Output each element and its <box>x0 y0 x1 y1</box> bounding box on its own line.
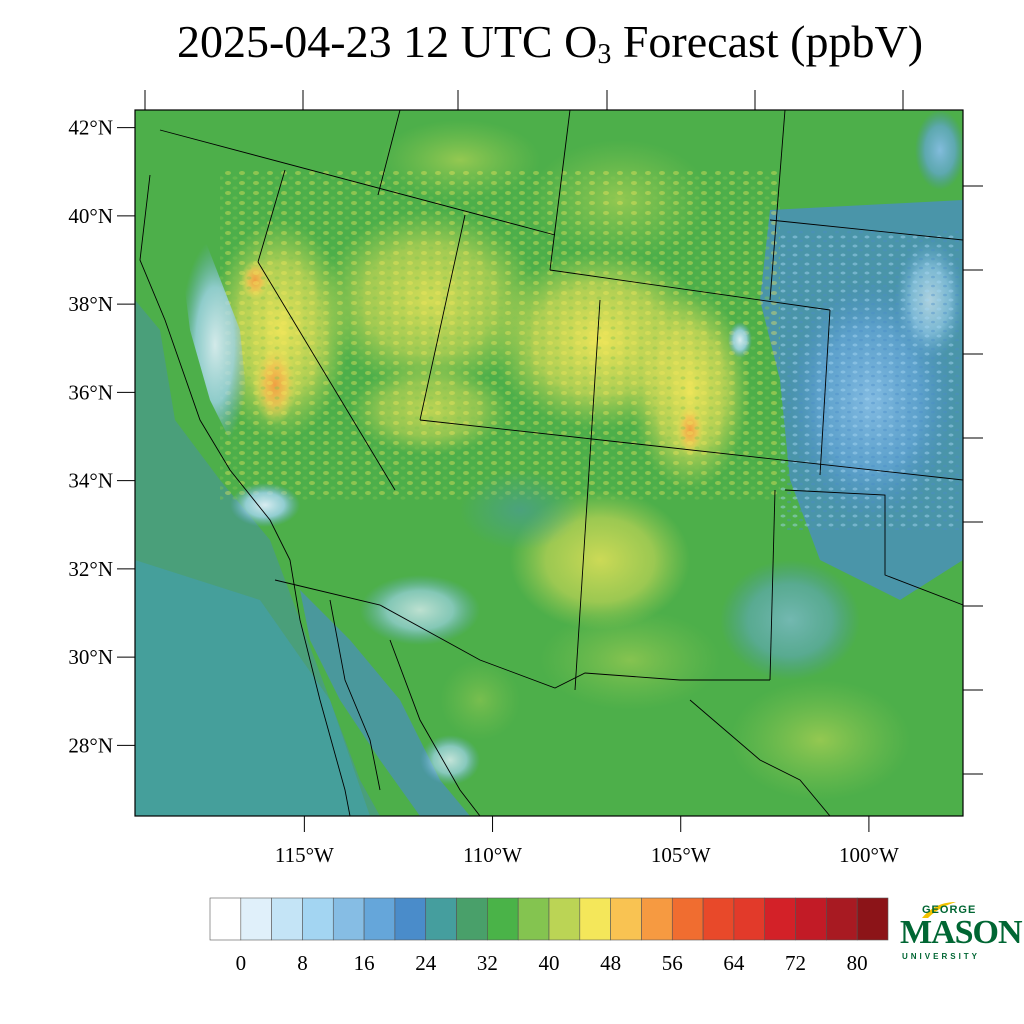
ca-nv-border <box>257 261 396 491</box>
lat-tick-label-6: 30°N <box>68 645 113 669</box>
lat-tick-label-4: 34°N <box>68 469 113 493</box>
baja-east <box>329 599 381 791</box>
colorbar-box-4 <box>332 897 365 941</box>
sonora-coast <box>389 639 481 816</box>
logo-mason: MASON <box>900 914 1023 951</box>
colorbar-box-0 <box>209 897 242 941</box>
or-id-line <box>257 169 286 263</box>
colorbar-box-19 <box>795 897 827 941</box>
colorbar-box-13 <box>610 897 642 941</box>
logo-swoosh-icon <box>922 902 956 918</box>
title-subscript: 3 <box>597 39 612 70</box>
colorbar-boxes <box>209 897 889 941</box>
colorbar-label-0: 0 <box>236 951 247 975</box>
colorbar-box-21 <box>856 897 889 941</box>
colorbar-box-14 <box>641 897 673 941</box>
nv-north-border <box>159 129 556 236</box>
colorbar-labels: 0 8 16 24 32 40 48 56 64 72 80 <box>236 951 868 975</box>
texas-blue <box>720 560 860 680</box>
latitude-ticks: 42°N 40°N 38°N 36°N 34°N 32°N 30°N 28°N <box>68 116 983 775</box>
chihuahua-lime <box>540 610 720 710</box>
nm-teal <box>460 470 580 550</box>
wa-blue <box>915 110 963 190</box>
lat-tick-label-7: 28°N <box>68 733 113 757</box>
riogrande-lightblue <box>728 322 752 358</box>
colorbar-box-16 <box>702 897 735 941</box>
sonora-lightblue <box>360 575 480 645</box>
boundaries <box>139 110 963 816</box>
colorbar-box-7 <box>425 897 457 941</box>
tx-nm <box>769 489 776 681</box>
speckle-west <box>220 170 780 500</box>
mt-line <box>769 110 786 301</box>
mexico-lightblue <box>420 735 480 785</box>
colorbar-box-15 <box>671 897 704 941</box>
map-frame <box>134 109 964 817</box>
wy-east <box>549 110 571 271</box>
ca-coast <box>139 174 351 816</box>
colorbar-box-20 <box>826 897 858 941</box>
colorbar-box-8 <box>456 897 488 941</box>
lon-tick-label-1: 110°W <box>463 843 522 867</box>
colorbar-box-10 <box>517 897 550 941</box>
tx-gulf <box>689 699 831 816</box>
lat-tick-label-0: 42°N <box>68 116 113 140</box>
lon-tick-label-0: 115°W <box>275 843 334 867</box>
ok-panhandle <box>784 489 963 606</box>
logo-george: GEORGE <box>922 904 977 916</box>
colorbar-box-12 <box>579 897 611 941</box>
colorbar-box-1 <box>240 897 272 941</box>
colorbar-label-1: 8 <box>297 951 308 975</box>
colorbar-label-5: 40 <box>539 951 560 975</box>
colorbar-box-3 <box>302 897 334 941</box>
lat-tick-label-3: 36°N <box>68 380 113 404</box>
ut-west <box>419 214 466 421</box>
socal-lightblue <box>230 483 300 527</box>
lat-tick-label-5: 32°N <box>68 557 113 581</box>
colorbar-box-18 <box>764 897 796 941</box>
speckle-plains <box>780 230 960 530</box>
ocean-teal-south <box>135 560 370 816</box>
lon-tick-label-3: 100°W <box>839 843 899 867</box>
co-top <box>549 269 831 311</box>
colorbar-label-8: 64 <box>723 951 745 975</box>
ks-ok <box>419 419 963 481</box>
colorbar-label-2: 16 <box>354 951 375 975</box>
colorbar-label-9: 72 <box>785 951 806 975</box>
lat-tick-label-2: 38°N <box>68 292 113 316</box>
colorbar-box-5 <box>363 897 396 941</box>
colorbar-label-6: 48 <box>600 951 621 975</box>
az-nm <box>574 299 601 691</box>
colorbar-box-9 <box>487 897 519 941</box>
gmu-logo: GEORGE MASON UNIVERSITY <box>900 900 1023 970</box>
id-border <box>377 110 401 196</box>
colorbar-label-3: 24 <box>415 951 437 975</box>
lat-tick-label-1: 40°N <box>68 204 113 228</box>
central-valley <box>180 240 250 450</box>
texas-lime <box>730 680 910 800</box>
se-lime <box>440 660 520 740</box>
ne-line <box>769 219 963 241</box>
us-mexico <box>274 579 770 689</box>
map-field <box>135 110 963 816</box>
colorbar-label-4: 32 <box>477 951 498 975</box>
colorbar-label-10: 80 <box>847 951 868 975</box>
ks-east <box>819 309 831 476</box>
chart-title: 2025-04-23 12 UTC O3 Forecast (ppbV) <box>176 16 924 70</box>
colorbar-box-17 <box>733 897 766 941</box>
logo-university: UNIVERSITY <box>902 952 981 961</box>
longitude-ticks: 115°W 110°W 105°W 100°W <box>144 90 904 867</box>
lon-tick-label-2: 105°W <box>651 843 711 867</box>
colorbar-box-11 <box>548 897 581 941</box>
colorbar-box-6 <box>394 897 427 941</box>
colorbar-box-2 <box>271 897 303 941</box>
colorbar-label-7: 56 <box>662 951 683 975</box>
